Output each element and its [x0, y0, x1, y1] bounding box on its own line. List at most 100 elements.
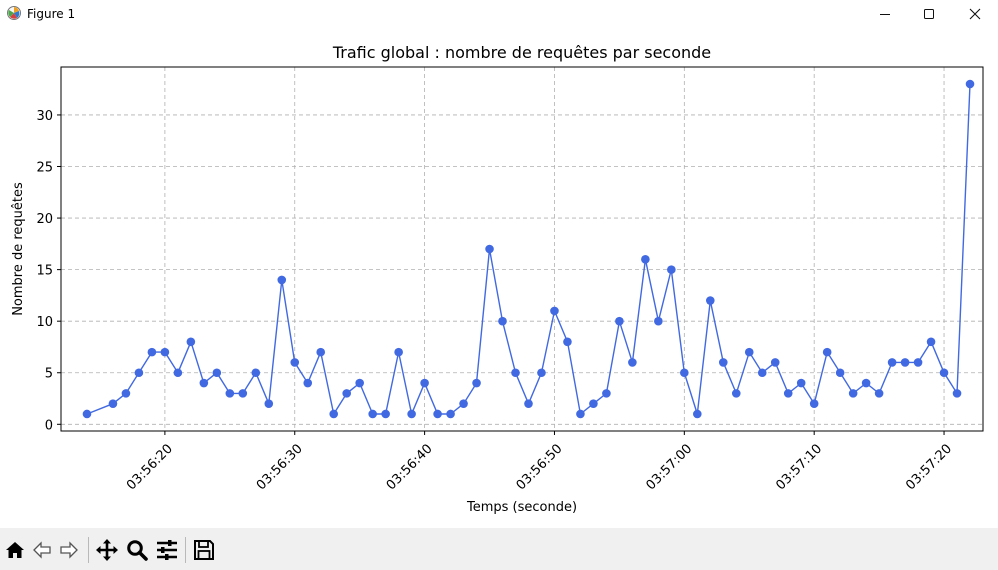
data-point: [900, 358, 910, 367]
data-point: [316, 347, 326, 357]
minimize-button[interactable]: [862, 0, 908, 28]
y-tick-label: 10: [36, 315, 53, 330]
x-tick-label: 03:56:50: [514, 441, 566, 493]
axes-frame: [60, 66, 984, 432]
data-point: [121, 389, 131, 398]
y-tick-label: 5: [45, 367, 53, 382]
close-icon: [969, 8, 981, 20]
y-tick-label: 25: [36, 161, 53, 176]
maximize-icon: [924, 9, 934, 19]
x-axis-label: Temps (seconde): [466, 500, 577, 515]
y-tick-label: 30: [36, 109, 53, 124]
data-point: [693, 409, 702, 419]
data-point: [537, 368, 546, 378]
data-point: [848, 389, 858, 398]
data-point: [82, 409, 92, 419]
save-button[interactable]: [191, 537, 217, 563]
data-point: [147, 347, 157, 357]
y-tick-label: 20: [36, 212, 53, 227]
chart-title: Trafic global : nombre de requêtes par s…: [332, 43, 711, 62]
x-tick-label: 03:57:00: [643, 441, 695, 493]
data-point: [329, 409, 339, 419]
forward-icon: [60, 541, 78, 559]
data-point: [705, 296, 715, 305]
back-icon: [33, 541, 51, 559]
data-point: [225, 389, 235, 398]
data-point: [355, 378, 364, 388]
data-point: [173, 368, 183, 378]
matplotlib-app-icon: [7, 6, 21, 20]
x-tick-label: 03:57:20: [903, 441, 955, 493]
pan-icon: [96, 539, 118, 561]
data-point: [783, 389, 793, 398]
data-point: [887, 358, 897, 367]
y-tick-label: 15: [36, 264, 53, 279]
data-point: [835, 368, 845, 378]
data-point: [264, 399, 274, 408]
data-point: [394, 347, 403, 357]
home-button[interactable]: [2, 537, 28, 563]
data-point: [420, 378, 429, 388]
data-point: [407, 409, 416, 419]
figure-canvas[interactable]: 0 5 10 15 20 25 30 03:56:20 03:56:30 03:56:40 03:…: [0, 28, 998, 528]
data-point: [199, 378, 209, 388]
data-point: [589, 399, 598, 408]
navigation-toolbar: [0, 528, 998, 570]
data-point: [303, 378, 313, 388]
x-tick-label: 03:56:20: [124, 441, 176, 493]
data-point: [615, 316, 624, 326]
data-point: [550, 306, 559, 316]
data-point: [718, 358, 728, 367]
data-point: [796, 378, 806, 388]
forward-button[interactable]: [56, 537, 82, 563]
toolbar-separator: [185, 537, 186, 563]
data-point: [654, 316, 663, 326]
pan-button[interactable]: [94, 537, 120, 563]
y-tick-label: 0: [45, 418, 53, 433]
data-point: [433, 409, 442, 419]
toolbar-separator: [88, 537, 89, 563]
x-axis-ticks: 03:56:20 03:56:30 03:56:40 03:56:50 03:57:00…: [124, 431, 955, 493]
y-axis-label: Nombre de requêtes: [11, 182, 26, 316]
data-point: [770, 358, 780, 367]
x-tick-label: 03:57:10: [773, 441, 825, 493]
x-tick-label: 03:56:30: [254, 441, 306, 493]
data-point: [913, 358, 923, 367]
zoom-icon: [127, 540, 148, 561]
data-point: [368, 409, 377, 419]
data-point: [926, 337, 936, 347]
y-axis-ticks: 0 5 10 15 20 25 30: [36, 109, 61, 433]
data-point: [498, 316, 507, 326]
data-point: [744, 347, 754, 357]
window-titlebar: Figure 1: [0, 0, 998, 28]
data-point: [822, 347, 832, 357]
data-point: [524, 399, 533, 408]
data-point: [472, 378, 481, 388]
minimize-icon: [880, 14, 890, 15]
zoom-button[interactable]: [124, 537, 150, 563]
configure-subplots-button[interactable]: [154, 537, 180, 563]
series-line: [86, 83, 971, 417]
configure-subplots-icon: [157, 540, 177, 560]
data-point: [757, 368, 767, 378]
data-point: [731, 389, 741, 398]
data-point: [965, 79, 975, 89]
close-button[interactable]: [952, 0, 998, 28]
data-point: [160, 347, 170, 357]
data-point: [108, 399, 118, 408]
data-point: [680, 368, 689, 378]
back-button[interactable]: [29, 537, 55, 563]
maximize-button[interactable]: [906, 0, 952, 28]
data-point: [186, 337, 196, 347]
data-point: [576, 409, 585, 419]
data-point: [952, 389, 962, 398]
data-point: [251, 368, 261, 378]
window-title: Figure 1: [27, 7, 76, 21]
data-series: [82, 79, 975, 419]
data-point: [212, 368, 222, 378]
data-point: [290, 358, 300, 367]
data-point: [563, 337, 572, 347]
data-point: [459, 399, 468, 408]
data-point: [861, 378, 871, 388]
